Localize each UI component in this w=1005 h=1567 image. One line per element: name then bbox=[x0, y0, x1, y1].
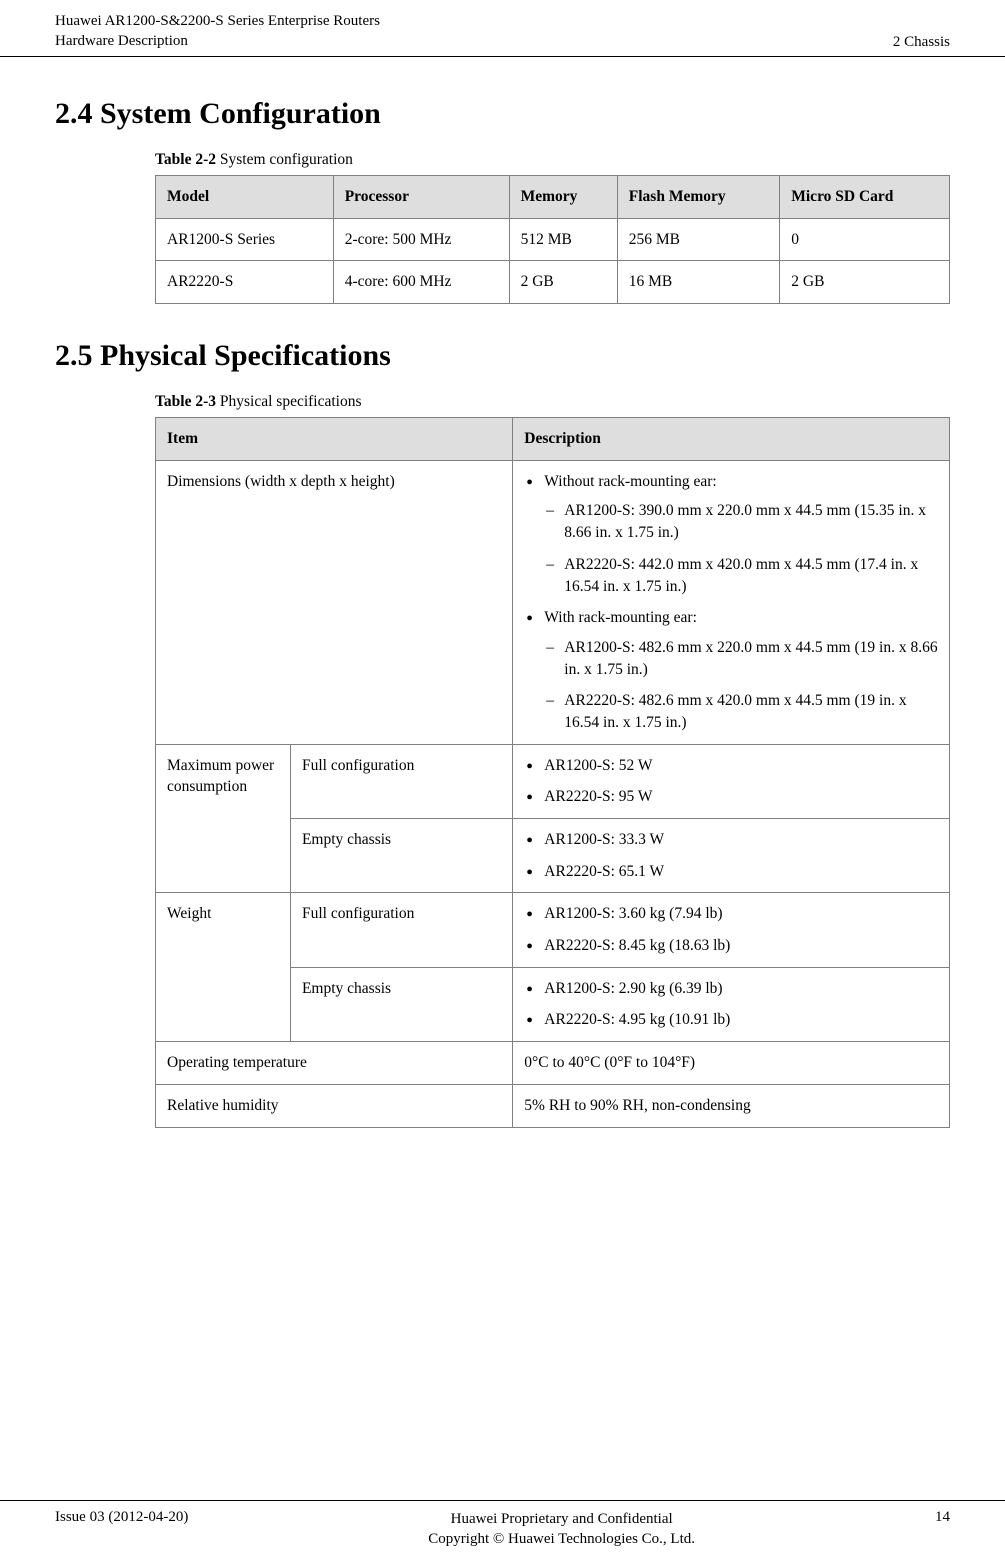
table-2-2-caption-bold: Table 2-2 bbox=[155, 151, 216, 168]
footer-center-line2: Copyright © Huawei Technologies Co., Ltd… bbox=[428, 1529, 695, 1549]
list-item: AR1200-S: 2.90 kg (6.39 lb) bbox=[524, 978, 938, 1000]
cell-full-config: Full configuration bbox=[290, 893, 512, 967]
header-title-line2: Hardware Description bbox=[55, 32, 380, 52]
list-item: AR2220-S: 4.95 kg (10.91 lb) bbox=[524, 1009, 938, 1031]
table-row: AR1200-S Series 2-core: 500 MHz 512 MB 2… bbox=[156, 218, 950, 261]
list-item: AR1200-S: 52 W bbox=[524, 755, 938, 777]
cell-empty-chassis: Empty chassis bbox=[290, 819, 512, 893]
list-item: AR2220-S: 95 W bbox=[524, 786, 938, 808]
cell: 2 GB bbox=[780, 261, 950, 304]
table-row: Weight Full configuration AR1200-S: 3.60… bbox=[156, 893, 950, 967]
cell: 2-core: 500 MHz bbox=[333, 218, 509, 261]
table-2-2-caption-rest: System configuration bbox=[216, 151, 353, 168]
sublist: AR1200-S: 390.0 mm x 220.0 mm x 44.5 mm … bbox=[544, 500, 938, 597]
cell-dimensions-label: Dimensions (width x depth x height) bbox=[156, 460, 513, 744]
list-item: With rack-mounting ear: AR1200-S: 482.6 … bbox=[524, 607, 938, 733]
footer-right: 14 bbox=[935, 1509, 950, 1550]
table-2-3-caption: Table 2-3 Physical specifications bbox=[155, 393, 950, 411]
cell: 4-core: 600 MHz bbox=[333, 261, 509, 304]
list-item: AR1200-S: 390.0 mm x 220.0 mm x 44.5 mm … bbox=[544, 500, 938, 543]
cell-empty-chassis: Empty chassis bbox=[290, 967, 512, 1041]
header-left: Huawei AR1200-S&2200-S Series Enterprise… bbox=[55, 12, 380, 51]
cell-w-empty: AR1200-S: 2.90 kg (6.39 lb) AR2220-S: 4.… bbox=[513, 967, 950, 1041]
th-item: Item bbox=[156, 418, 513, 461]
cell-optemp-label: Operating temperature bbox=[156, 1042, 513, 1085]
table-row: Relative humidity 5% RH to 90% RH, non-c… bbox=[156, 1084, 950, 1127]
th-flash-memory: Flash Memory bbox=[617, 176, 779, 219]
cell: 256 MB bbox=[617, 218, 779, 261]
sublist: AR1200-S: 482.6 mm x 220.0 mm x 44.5 mm … bbox=[544, 637, 938, 734]
cell-dimensions-desc: Without rack-mounting ear: AR1200-S: 390… bbox=[513, 460, 950, 744]
table-2-3: Item Description Dimensions (width x dep… bbox=[155, 417, 950, 1127]
page-footer: Issue 03 (2012-04-20) Huawei Proprietary… bbox=[0, 1500, 1005, 1567]
page-header: Huawei AR1200-S&2200-S Series Enterprise… bbox=[0, 0, 1005, 57]
text: Without rack-mounting ear: bbox=[544, 473, 716, 490]
list-item: AR1200-S: 482.6 mm x 220.0 mm x 44.5 mm … bbox=[544, 637, 938, 680]
cell-relhum-label: Relative humidity bbox=[156, 1084, 513, 1127]
table-2-2-caption: Table 2-2 System configuration bbox=[155, 151, 950, 169]
table-row: Operating temperature 0°C to 40°C (0°F t… bbox=[156, 1042, 950, 1085]
footer-left: Issue 03 (2012-04-20) bbox=[55, 1509, 188, 1550]
list-item: AR1200-S: 3.60 kg (7.94 lb) bbox=[524, 903, 938, 925]
header-title-line1: Huawei AR1200-S&2200-S Series Enterprise… bbox=[55, 12, 380, 32]
cell-full-config: Full configuration bbox=[290, 744, 512, 818]
list-item: AR2220-S: 65.1 W bbox=[524, 861, 938, 883]
cell: AR2220-S bbox=[156, 261, 334, 304]
table-2-2-wrap: Table 2-2 System configuration Model Pro… bbox=[155, 151, 950, 304]
section-2-4-heading: 2.4 System Configuration bbox=[55, 97, 950, 131]
list: AR1200-S: 2.90 kg (6.39 lb) AR2220-S: 4.… bbox=[524, 978, 938, 1031]
cell: AR1200-S Series bbox=[156, 218, 334, 261]
cell: 2 GB bbox=[509, 261, 617, 304]
cell-mp-full: AR1200-S: 52 W AR2220-S: 95 W bbox=[513, 744, 950, 818]
page-content: 2.4 System Configuration Table 2-2 Syste… bbox=[0, 97, 1005, 1128]
cell: 0 bbox=[780, 218, 950, 261]
cell-weight-label: Weight bbox=[156, 893, 291, 1042]
table-2-3-wrap: Table 2-3 Physical specifications Item D… bbox=[155, 393, 950, 1127]
footer-center: Huawei Proprietary and Confidential Copy… bbox=[428, 1509, 695, 1550]
table-2-3-caption-bold: Table 2-3 bbox=[155, 393, 216, 410]
list-item: AR2220-S: 442.0 mm x 420.0 mm x 44.5 mm … bbox=[544, 554, 938, 597]
list-item: AR2220-S: 482.6 mm x 420.0 mm x 44.5 mm … bbox=[544, 690, 938, 733]
list: Without rack-mounting ear: AR1200-S: 390… bbox=[524, 471, 938, 734]
table-2-2: Model Processor Memory Flash Memory Micr… bbox=[155, 175, 950, 304]
th-processor: Processor bbox=[333, 176, 509, 219]
th-micro-sd: Micro SD Card bbox=[780, 176, 950, 219]
cell-maxpower-label: Maximum power consumption bbox=[156, 744, 291, 893]
table-row: AR2220-S 4-core: 600 MHz 2 GB 16 MB 2 GB bbox=[156, 261, 950, 304]
th-model: Model bbox=[156, 176, 334, 219]
footer-center-line1: Huawei Proprietary and Confidential bbox=[428, 1509, 695, 1529]
list: AR1200-S: 3.60 kg (7.94 lb) AR2220-S: 8.… bbox=[524, 903, 938, 956]
list-item: Without rack-mounting ear: AR1200-S: 390… bbox=[524, 471, 938, 597]
table-row: Dimensions (width x depth x height) With… bbox=[156, 460, 950, 744]
table-row: Maximum power consumption Full configura… bbox=[156, 744, 950, 818]
table-row: Model Processor Memory Flash Memory Micr… bbox=[156, 176, 950, 219]
section-2-5-heading: 2.5 Physical Specifications bbox=[55, 339, 950, 373]
table-2-3-caption-rest: Physical specifications bbox=[216, 393, 362, 410]
cell: 16 MB bbox=[617, 261, 779, 304]
header-right: 2 Chassis bbox=[893, 12, 950, 51]
th-description: Description bbox=[513, 418, 950, 461]
table-row: Item Description bbox=[156, 418, 950, 461]
text: With rack-mounting ear: bbox=[544, 609, 697, 626]
cell: 512 MB bbox=[509, 218, 617, 261]
list: AR1200-S: 33.3 W AR2220-S: 65.1 W bbox=[524, 829, 938, 882]
cell-w-full: AR1200-S: 3.60 kg (7.94 lb) AR2220-S: 8.… bbox=[513, 893, 950, 967]
cell-mp-empty: AR1200-S: 33.3 W AR2220-S: 65.1 W bbox=[513, 819, 950, 893]
cell-optemp-val: 0°C to 40°C (0°F to 104°F) bbox=[513, 1042, 950, 1085]
list-item: AR1200-S: 33.3 W bbox=[524, 829, 938, 851]
list: AR1200-S: 52 W AR2220-S: 95 W bbox=[524, 755, 938, 808]
th-memory: Memory bbox=[509, 176, 617, 219]
list-item: AR2220-S: 8.45 kg (18.63 lb) bbox=[524, 935, 938, 957]
cell-relhum-val: 5% RH to 90% RH, non-condensing bbox=[513, 1084, 950, 1127]
